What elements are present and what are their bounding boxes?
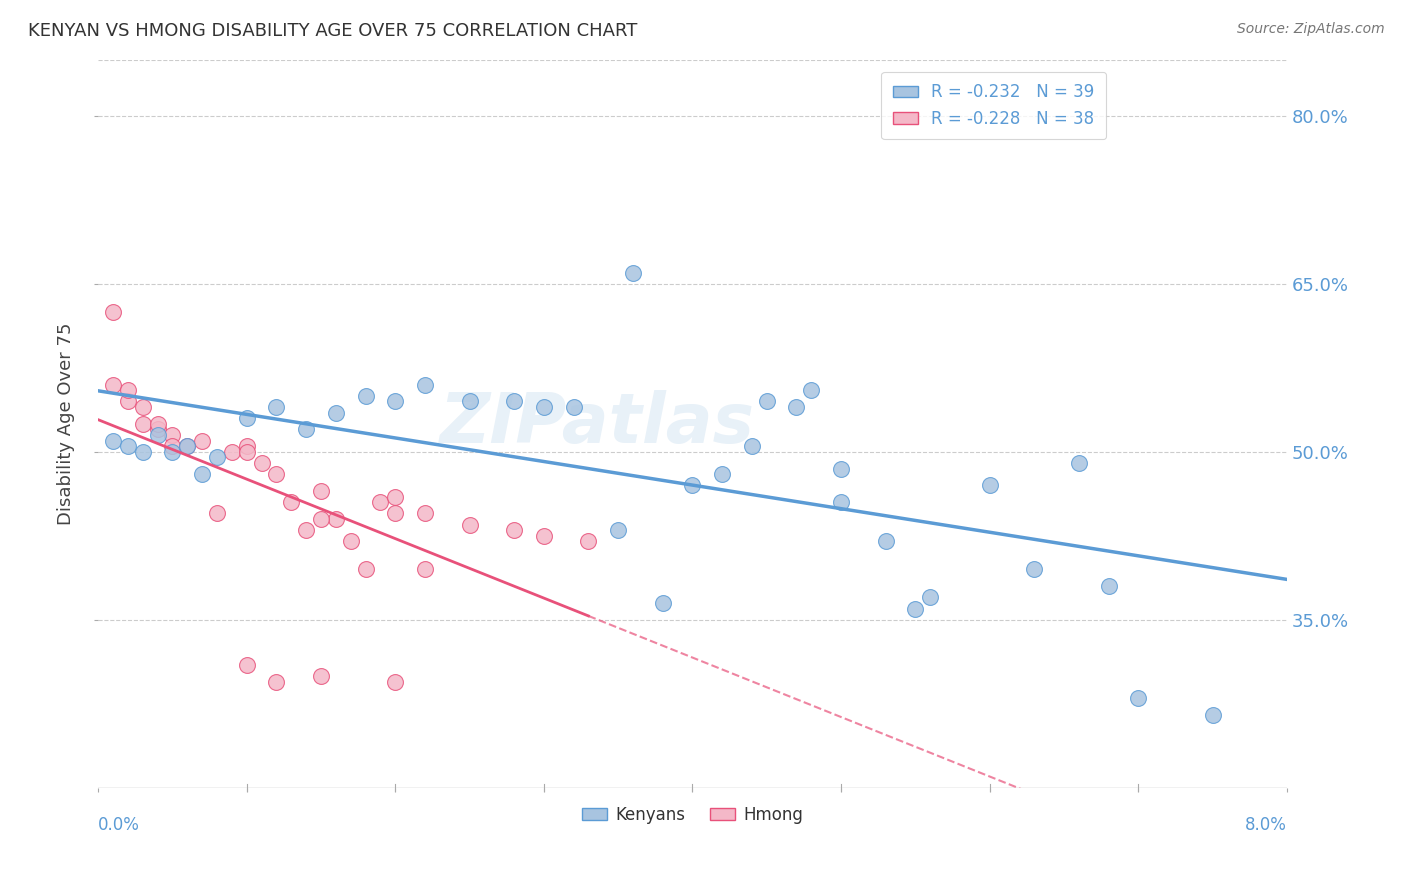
Point bbox=[711, 467, 734, 482]
Point bbox=[176, 439, 198, 453]
Point bbox=[146, 417, 169, 431]
Point bbox=[266, 467, 288, 482]
Point bbox=[235, 657, 257, 672]
Point bbox=[413, 377, 436, 392]
Point bbox=[384, 674, 406, 689]
Point bbox=[146, 428, 169, 442]
Point bbox=[1097, 579, 1119, 593]
Point bbox=[235, 439, 257, 453]
Point bbox=[1201, 708, 1223, 723]
Point bbox=[413, 562, 436, 576]
Point bbox=[830, 495, 852, 509]
Point bbox=[235, 445, 257, 459]
Point bbox=[830, 461, 852, 475]
Point bbox=[117, 383, 139, 397]
Point bbox=[266, 674, 288, 689]
Point bbox=[503, 523, 526, 537]
Point bbox=[370, 495, 392, 509]
Point bbox=[101, 434, 124, 448]
Point bbox=[101, 304, 124, 318]
Point bbox=[651, 596, 673, 610]
Point bbox=[117, 394, 139, 409]
Point bbox=[325, 406, 347, 420]
Point bbox=[309, 512, 332, 526]
Point bbox=[354, 562, 377, 576]
Point bbox=[162, 445, 184, 459]
Point bbox=[295, 523, 318, 537]
Point bbox=[309, 483, 332, 498]
Point bbox=[339, 534, 361, 549]
Point bbox=[131, 400, 153, 414]
Point bbox=[191, 434, 214, 448]
Point bbox=[205, 450, 228, 465]
Point bbox=[607, 523, 630, 537]
Point bbox=[1128, 691, 1150, 706]
Point bbox=[117, 439, 139, 453]
Point bbox=[533, 529, 555, 543]
Point bbox=[295, 422, 318, 436]
Text: KENYAN VS HMONG DISABILITY AGE OVER 75 CORRELATION CHART: KENYAN VS HMONG DISABILITY AGE OVER 75 C… bbox=[28, 22, 637, 40]
Point bbox=[325, 512, 347, 526]
Point bbox=[875, 534, 897, 549]
Point bbox=[458, 517, 481, 532]
Point bbox=[101, 377, 124, 392]
Legend: Kenyans, Hmong: Kenyans, Hmong bbox=[575, 799, 810, 830]
Point bbox=[979, 478, 1001, 492]
Text: 0.0%: 0.0% bbox=[98, 816, 141, 834]
Y-axis label: Disability Age Over 75: Disability Age Over 75 bbox=[58, 323, 75, 525]
Point bbox=[250, 456, 273, 470]
Point bbox=[221, 445, 243, 459]
Point bbox=[162, 439, 184, 453]
Point bbox=[384, 394, 406, 409]
Point bbox=[413, 507, 436, 521]
Point bbox=[458, 394, 481, 409]
Point bbox=[920, 591, 942, 605]
Text: 8.0%: 8.0% bbox=[1244, 816, 1286, 834]
Point bbox=[904, 601, 927, 615]
Point bbox=[741, 439, 763, 453]
Point bbox=[191, 467, 214, 482]
Point bbox=[131, 445, 153, 459]
Point bbox=[384, 507, 406, 521]
Text: ZIPatlas: ZIPatlas bbox=[440, 391, 755, 458]
Point bbox=[162, 428, 184, 442]
Point bbox=[146, 422, 169, 436]
Point bbox=[280, 495, 302, 509]
Point bbox=[1024, 562, 1046, 576]
Point bbox=[682, 478, 704, 492]
Point bbox=[785, 400, 807, 414]
Point bbox=[235, 411, 257, 425]
Point bbox=[800, 383, 823, 397]
Point bbox=[578, 534, 600, 549]
Point bbox=[205, 507, 228, 521]
Point bbox=[562, 400, 585, 414]
Point bbox=[503, 394, 526, 409]
Point bbox=[621, 266, 644, 280]
Point bbox=[309, 669, 332, 683]
Point bbox=[176, 439, 198, 453]
Point bbox=[354, 389, 377, 403]
Point bbox=[1067, 456, 1090, 470]
Point bbox=[131, 417, 153, 431]
Point bbox=[384, 490, 406, 504]
Point bbox=[533, 400, 555, 414]
Point bbox=[755, 394, 778, 409]
Text: Source: ZipAtlas.com: Source: ZipAtlas.com bbox=[1237, 22, 1385, 37]
Point bbox=[266, 400, 288, 414]
